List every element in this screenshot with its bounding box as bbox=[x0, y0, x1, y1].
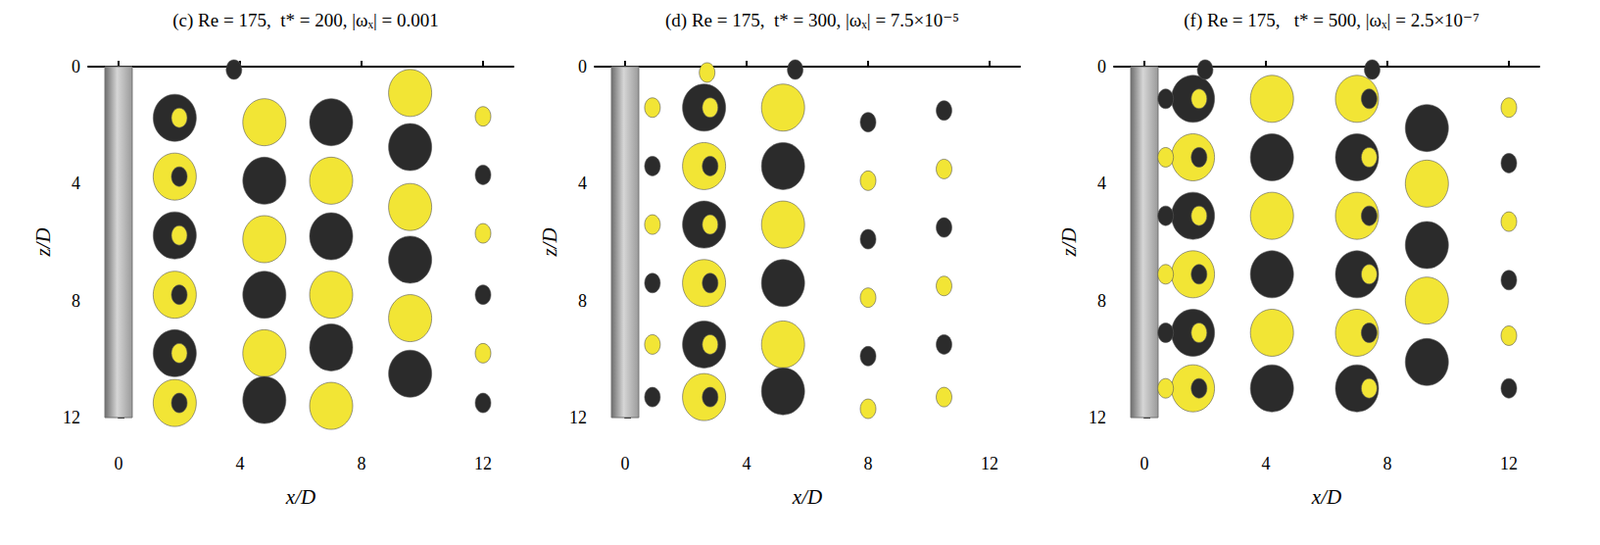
svg-text:x/D: x/D bbox=[285, 484, 316, 509]
svg-text:12: 12 bbox=[474, 453, 492, 474]
svg-text:0: 0 bbox=[1097, 56, 1107, 77]
svg-text:4: 4 bbox=[1261, 453, 1271, 474]
svg-text:0: 0 bbox=[114, 453, 124, 474]
svg-text:8: 8 bbox=[71, 290, 81, 311]
svg-text:0: 0 bbox=[1140, 453, 1150, 474]
svg-text:8: 8 bbox=[1383, 453, 1393, 474]
svg-text:x/D: x/D bbox=[1310, 484, 1342, 509]
svg-text:4: 4 bbox=[578, 173, 587, 194]
svg-text:12: 12 bbox=[62, 407, 81, 428]
svg-text:4: 4 bbox=[742, 453, 752, 474]
svg-text:0: 0 bbox=[578, 56, 587, 77]
svg-text:8: 8 bbox=[1097, 290, 1107, 311]
svg-text:12: 12 bbox=[1088, 407, 1107, 428]
svg-text:(c) Re = 175, t* = 200, |ωₓ|: (c) Re = 175, t* = 200, |ωₓ| = 0.001 bbox=[172, 9, 439, 32]
svg-text:8: 8 bbox=[864, 453, 873, 474]
svg-text:12: 12 bbox=[569, 407, 587, 428]
svg-text:(d) Re = 175, t* = 300, |ωₓ|: (d) Re = 175, t* = 300, |ωₓ| = 7.5×10⁻⁵ bbox=[665, 9, 960, 32]
svg-text:12: 12 bbox=[980, 453, 999, 474]
svg-text:8: 8 bbox=[357, 453, 367, 474]
svg-text:4: 4 bbox=[71, 173, 81, 194]
svg-text:(f) Re = 175, t* = 500, |ωₓ|: (f) Re = 175, t* = 500, |ωₓ| = 2.5×10⁻⁷ bbox=[1183, 9, 1480, 32]
svg-text:z/D: z/D bbox=[1057, 227, 1081, 257]
svg-text:12: 12 bbox=[1500, 453, 1518, 474]
svg-text:4: 4 bbox=[236, 453, 245, 474]
svg-text:z/D: z/D bbox=[537, 227, 562, 257]
svg-text:0: 0 bbox=[621, 453, 631, 474]
svg-text:4: 4 bbox=[1097, 173, 1107, 194]
svg-text:8: 8 bbox=[578, 290, 587, 311]
svg-text:x/D: x/D bbox=[791, 484, 823, 509]
svg-text:0: 0 bbox=[71, 56, 81, 77]
svg-text:z/D: z/D bbox=[31, 227, 55, 257]
